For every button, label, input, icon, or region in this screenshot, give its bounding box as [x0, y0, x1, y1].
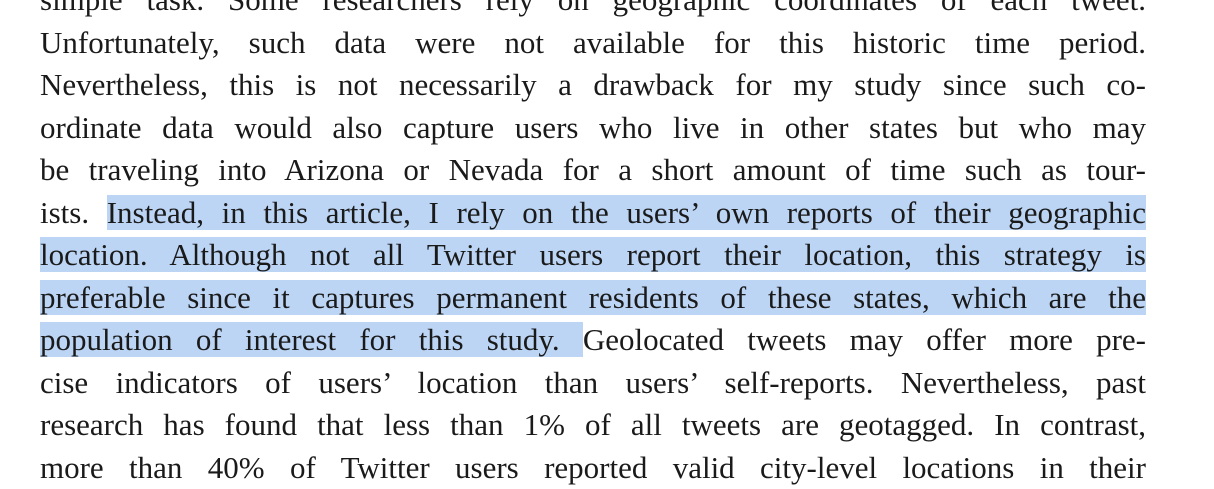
- text-line-content: be traveling into Arizona or Nevada for …: [40, 149, 1146, 192]
- text-segment: simple task. Some researchers rely on ge…: [40, 0, 1146, 17]
- text-segment: ordinate data would also capture users w…: [40, 110, 1146, 145]
- text-line: more than 40% of Twitter users reported …: [40, 447, 1146, 489]
- text-line: population of interest for this study. G…: [40, 319, 1146, 362]
- text-line-content: ordinate data would also capture users w…: [40, 107, 1146, 150]
- text-line: location. Although not all Twitter users…: [40, 234, 1146, 277]
- text-line-content: cise indicators of users’ location than …: [40, 362, 1146, 405]
- text-line: simple task. Some researchers rely on ge…: [40, 0, 1146, 22]
- text-line-content: population of interest for this study. G…: [40, 319, 1146, 362]
- highlighted-text: population of interest for this study.: [40, 322, 583, 357]
- text-segment: be traveling into Arizona or Nevada for …: [40, 152, 1146, 187]
- text-line: Nevertheless, this is not necessarily a …: [40, 64, 1146, 107]
- document-page: simple task. Some researchers rely on ge…: [40, 0, 1146, 489]
- text-segment: Geolocated tweets may offer more pre-: [583, 322, 1146, 357]
- text-line: Unfortunately, such data were not availa…: [40, 22, 1146, 65]
- text-line: research has found that less than 1% of …: [40, 404, 1146, 447]
- text-line-content: location. Although not all Twitter users…: [40, 234, 1146, 277]
- text-line-content: Nevertheless, this is not necessarily a …: [40, 64, 1146, 107]
- text-line: preferable since it captures permanent r…: [40, 277, 1146, 320]
- text-line-content: simple task. Some researchers rely on ge…: [40, 0, 1146, 22]
- text-segment: cise indicators of users’ location than …: [40, 365, 1146, 400]
- text-line: ordinate data would also capture users w…: [40, 107, 1146, 150]
- text-line: be traveling into Arizona or Nevada for …: [40, 149, 1146, 192]
- text-segment: Unfortunately, such data were not availa…: [40, 25, 1146, 60]
- paragraph: simple task. Some researchers rely on ge…: [40, 0, 1146, 489]
- highlighted-text: preferable since it captures permanent r…: [40, 280, 1146, 315]
- text-line-content: preferable since it captures permanent r…: [40, 277, 1146, 320]
- text-segment: more than 40% of Twitter users reported …: [40, 450, 1146, 485]
- text-line-content: ists. Instead, in this article, I rely o…: [40, 192, 1146, 235]
- text-line-content: Unfortunately, such data were not availa…: [40, 22, 1146, 65]
- text-segment: research has found that less than 1% of …: [40, 407, 1146, 442]
- text-line: cise indicators of users’ location than …: [40, 362, 1146, 405]
- text-line-content: more than 40% of Twitter users reported …: [40, 447, 1146, 489]
- highlighted-text: location. Although not all Twitter users…: [40, 237, 1146, 272]
- text-segment: Nevertheless, this is not necessarily a …: [40, 67, 1146, 102]
- text-line-content: research has found that less than 1% of …: [40, 404, 1146, 447]
- text-segment: ists.: [40, 195, 107, 230]
- highlighted-text: Instead, in this article, I rely on the …: [107, 195, 1146, 230]
- text-line: ists. Instead, in this article, I rely o…: [40, 192, 1146, 235]
